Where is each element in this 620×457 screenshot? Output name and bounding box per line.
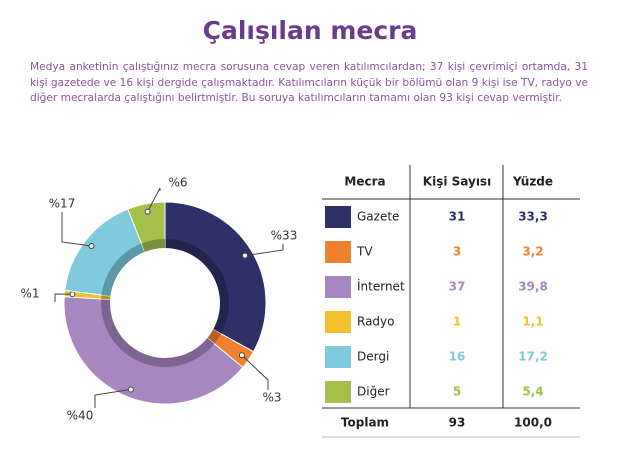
table-total: Toplam (341, 416, 389, 430)
leader-dot (69, 291, 76, 298)
swatch (325, 311, 351, 333)
slice-inner-band (100, 298, 215, 367)
table-cell: 1,1 (522, 315, 543, 329)
table-cell: 5,4 (522, 385, 543, 399)
data-label: %40 (67, 409, 94, 423)
table-header: Kişi Sayısı (423, 175, 491, 189)
leader-dot (238, 352, 245, 359)
data-label: %33 (271, 229, 298, 243)
table-cell: 31 (449, 210, 466, 224)
slice-inner-band (141, 239, 165, 252)
table-cell: 3 (453, 245, 461, 259)
table-total: 93 (449, 416, 466, 430)
row-label: Diğer (357, 385, 390, 399)
table-cell: 33,3 (518, 210, 548, 224)
swatch (325, 206, 351, 228)
swatch (325, 346, 351, 368)
leader-line (61, 212, 92, 247)
data-label: %1 (20, 287, 39, 301)
table-total: 100,0 (514, 416, 552, 430)
row-label: Radyo (357, 315, 395, 329)
slice-inner-band (165, 239, 229, 334)
table-cell: 5 (453, 385, 461, 399)
leader-dot (242, 252, 249, 259)
table-cell: 1 (453, 315, 461, 329)
slice-inner-shade (100, 298, 215, 367)
slice-inner-shade (141, 239, 165, 252)
table-cell: 37 (449, 280, 466, 294)
leader-line (241, 354, 269, 390)
slice-inner-shade (207, 329, 222, 344)
description: Medya anketinin çalıştığınız mecra sorus… (30, 61, 588, 104)
leader-line (244, 244, 284, 257)
swatch (325, 241, 351, 263)
row-label: Dergi (357, 350, 389, 364)
title: Çalışılan mecra (202, 16, 418, 45)
row-label: Gazete (357, 210, 399, 224)
leader-line (54, 293, 73, 302)
slice-inner-shade (165, 239, 229, 334)
data-label: %3 (262, 391, 281, 405)
data-label: %17 (49, 197, 76, 211)
table-cell: 17,2 (518, 350, 548, 364)
slice-inner-band (207, 329, 222, 344)
table-header: Mecra (344, 175, 385, 189)
swatch (325, 276, 351, 298)
table-cell: 16 (449, 350, 466, 364)
leader-line (94, 388, 131, 408)
slice (63, 296, 244, 405)
slice (127, 201, 166, 253)
table-cell: 3,2 (522, 245, 543, 259)
leader-dot (127, 386, 134, 393)
leader-line (147, 187, 161, 212)
slice-inner-shade (101, 243, 145, 297)
row-label: TV (356, 245, 373, 259)
slice-inner-band (101, 243, 145, 297)
data-label: %6 (168, 176, 187, 190)
leader-dot (144, 208, 151, 215)
leader-dot (88, 242, 95, 249)
row-label: İnternet (357, 279, 405, 294)
table-cell: 39,8 (518, 280, 548, 294)
table-header: Yüzde (512, 175, 553, 189)
swatch (325, 381, 351, 403)
